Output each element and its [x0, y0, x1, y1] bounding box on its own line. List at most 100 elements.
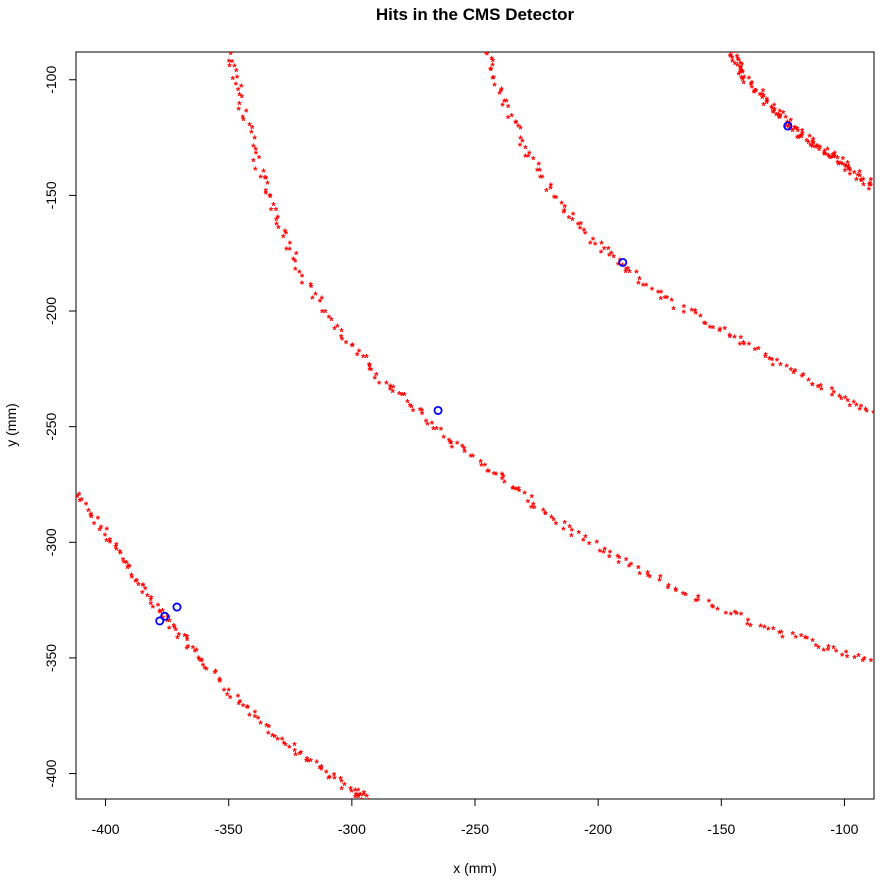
hit-point: *: [523, 152, 528, 164]
hit-point: *: [471, 452, 476, 464]
hit-point: *: [514, 118, 519, 130]
hit-point: *: [770, 105, 775, 117]
hit-point: *: [824, 150, 829, 162]
hit-point: *: [530, 492, 535, 504]
hit-point: *: [304, 757, 309, 769]
data-marks: **** ***** ** ** ** ** * ************* *** **** * *…: [76, 47, 874, 804]
hit-point: *: [284, 229, 289, 241]
hit-point: *: [804, 136, 809, 148]
hit-point: *: [800, 130, 805, 142]
hit-point: *: [538, 166, 543, 178]
hit-point: *: [638, 570, 643, 582]
hit-point: *: [761, 100, 766, 112]
hit-point: *: [218, 677, 223, 689]
hit-point: *: [835, 153, 840, 165]
hit-point: *: [862, 655, 867, 667]
hit-point: *: [236, 86, 241, 98]
hit-point: *: [309, 756, 314, 768]
hit-point: *: [734, 609, 739, 621]
hit-point: *: [848, 170, 853, 182]
hit-point: *: [199, 656, 204, 668]
hit-point: *: [314, 758, 319, 770]
hit-point: *: [367, 360, 372, 372]
hit-point: *: [299, 748, 304, 760]
hit-point: *: [730, 57, 735, 69]
hit-point: *: [811, 139, 816, 151]
x-tick-label: -350: [215, 821, 243, 837]
hit-point: *: [778, 107, 783, 119]
hit-point: *: [196, 654, 201, 666]
chart-title: Hits in the CMS Detector: [376, 5, 575, 24]
hit-point: *: [793, 366, 798, 378]
x-tick-label: -250: [461, 821, 489, 837]
hit-point: *: [237, 699, 242, 711]
hit-point: *: [353, 786, 358, 798]
y-tick-label: -300: [43, 528, 59, 556]
hit-point: *: [562, 206, 567, 218]
hit-point: *: [831, 150, 836, 162]
hit-point: *: [787, 119, 792, 131]
hit-point: *: [488, 65, 493, 77]
hit-point: *: [552, 193, 557, 205]
hit-point: *: [253, 708, 258, 720]
hit-point: *: [748, 621, 753, 633]
hit-point: *: [591, 235, 596, 247]
hit-point: *: [96, 514, 101, 526]
hit-point: *: [191, 643, 196, 655]
hit-point: *: [810, 381, 815, 393]
hit-point: *: [273, 732, 278, 744]
hit-point: *: [646, 572, 651, 584]
hit-point: *: [434, 425, 439, 437]
hit-point: *: [738, 340, 743, 352]
hit-point: *: [213, 669, 218, 681]
hit-point: *: [332, 771, 337, 783]
hit-point: *: [567, 522, 572, 534]
hit-point: *: [177, 630, 182, 642]
hit-point: *: [324, 768, 329, 780]
hit-point: *: [543, 509, 548, 521]
hit-point: *: [830, 385, 835, 397]
y-axis-label: y (mm): [3, 403, 19, 447]
hit-point: *: [520, 137, 525, 149]
hit-point: *: [738, 66, 743, 78]
hit-point: *: [118, 548, 123, 560]
hit-point: *: [424, 417, 429, 429]
hit-point: *: [514, 118, 519, 130]
hit-point: *: [796, 127, 801, 139]
hit-point: *: [599, 239, 604, 251]
hit-point: *: [791, 368, 796, 380]
hit-point: *: [562, 208, 567, 220]
hit-point: *: [228, 694, 233, 706]
hit-point: *: [543, 510, 548, 522]
hit-point: *: [78, 497, 83, 509]
hit-point: *: [526, 152, 531, 164]
hit-point: *: [736, 56, 741, 68]
hit-point: *: [297, 268, 302, 280]
hit-point: *: [253, 712, 258, 724]
hit-point: *: [786, 122, 791, 134]
hit-point: *: [696, 593, 701, 605]
hit-point: *: [846, 158, 851, 170]
hit-point: *: [356, 786, 361, 798]
track-point: [160, 611, 170, 621]
hit-point: *: [836, 160, 841, 172]
hit-point: *: [288, 239, 293, 251]
hit-point: *: [400, 390, 405, 402]
hit-point: *: [815, 142, 820, 154]
hit-point: *: [361, 790, 366, 802]
hit-point: *: [449, 439, 454, 451]
hit-point: *: [516, 485, 521, 497]
hit-point: *: [728, 51, 733, 63]
hit-point: *: [570, 216, 575, 228]
hit-point: *: [765, 97, 770, 109]
hit-point: *: [554, 519, 559, 531]
hit-point: *: [770, 356, 775, 368]
hit-point: *: [856, 652, 861, 664]
hit-point: *: [356, 792, 361, 804]
hit-point: *: [229, 47, 234, 59]
hit-point: *: [854, 401, 859, 413]
hit-point: *: [843, 161, 848, 173]
hit-point: *: [832, 152, 837, 164]
hit-point: *: [293, 265, 298, 277]
